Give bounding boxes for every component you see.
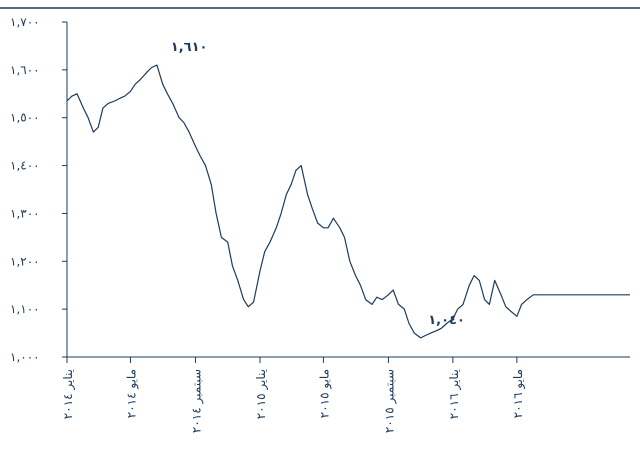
- x-tick-label: يناير ٢٠١٥: [254, 369, 269, 419]
- x-tick-label: سبتمبر ٢٠١٤: [189, 369, 204, 433]
- y-tick-label: ١,٢٠٠: [10, 254, 40, 268]
- y-tick-label: ١,٠٠٠: [10, 350, 40, 364]
- x-tick-label: مايو ٢٠١٦: [511, 369, 526, 418]
- x-tick-label: يناير ٢٠١٤: [61, 369, 76, 419]
- x-tick-label: سبتمبر ٢٠١٥: [382, 369, 397, 433]
- x-tick-label: مايو ٢٠١٤: [124, 369, 139, 418]
- y-axis-ticks: ١,٠٠٠ ١,١٠٠ ١,٢٠٠ ١,٣٠٠ ١,٤٠٠ ١,٥٠٠ ١,٦٠٠ ١,٧٠٠: [10, 15, 67, 364]
- value-annotation: ١,٦١٠: [171, 40, 208, 55]
- x-tick-label: مايو ٢٠١٥: [317, 369, 332, 418]
- x-axis-ticks: يناير ٢٠١٤ مايو ٢٠١٤ سبتمبر ٢٠١٤ يناير ٢٠١٥…: [61, 357, 526, 433]
- y-tick-label: ١,١٠٠: [10, 302, 40, 316]
- y-tick-label: ١,٥٠٠: [10, 111, 40, 125]
- y-tick-label: ١,٧٠٠: [10, 15, 40, 29]
- x-tick-label: يناير ٢٠١٦: [447, 369, 462, 419]
- series-line: [66, 64, 630, 339]
- y-tick-label: ١,٣٠٠: [10, 206, 40, 220]
- value-annotation: ١,٠٤٠: [428, 313, 465, 328]
- y-tick-label: ١,٦٠٠: [10, 63, 40, 77]
- y-tick-label: ١,٤٠٠: [10, 159, 40, 173]
- annotations: ١,٦١٠ ١,٠٤٠: [171, 40, 465, 328]
